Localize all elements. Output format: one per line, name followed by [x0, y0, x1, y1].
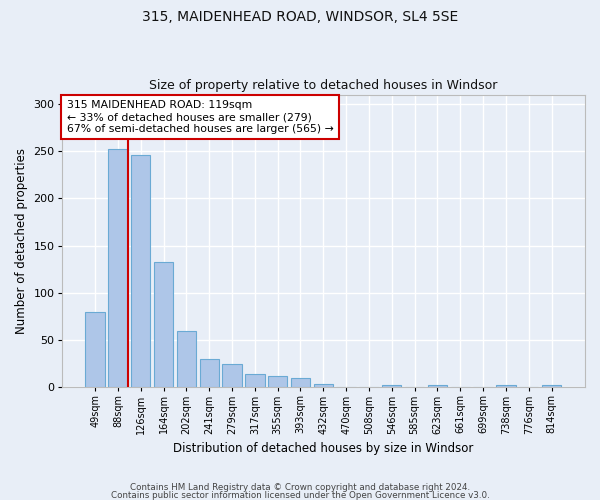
- X-axis label: Distribution of detached houses by size in Windsor: Distribution of detached houses by size …: [173, 442, 473, 455]
- Bar: [85, 312, 105, 388]
- Title: Size of property relative to detached houses in Windsor: Size of property relative to detached ho…: [149, 79, 497, 92]
- Bar: [268, 376, 287, 388]
- Bar: [314, 384, 333, 388]
- Y-axis label: Number of detached properties: Number of detached properties: [15, 148, 28, 334]
- Bar: [496, 384, 515, 388]
- Bar: [131, 155, 151, 388]
- Bar: [176, 330, 196, 388]
- Bar: [223, 364, 242, 388]
- Bar: [542, 384, 561, 388]
- Bar: [382, 384, 401, 388]
- Text: 315, MAIDENHEAD ROAD, WINDSOR, SL4 5SE: 315, MAIDENHEAD ROAD, WINDSOR, SL4 5SE: [142, 10, 458, 24]
- Text: 315 MAIDENHEAD ROAD: 119sqm
← 33% of detached houses are smaller (279)
67% of se: 315 MAIDENHEAD ROAD: 119sqm ← 33% of det…: [67, 100, 334, 134]
- Bar: [245, 374, 265, 388]
- Bar: [428, 384, 447, 388]
- Bar: [291, 378, 310, 388]
- Bar: [108, 150, 128, 388]
- Text: Contains public sector information licensed under the Open Government Licence v3: Contains public sector information licen…: [110, 490, 490, 500]
- Bar: [154, 262, 173, 388]
- Bar: [200, 359, 219, 388]
- Text: Contains HM Land Registry data © Crown copyright and database right 2024.: Contains HM Land Registry data © Crown c…: [130, 484, 470, 492]
